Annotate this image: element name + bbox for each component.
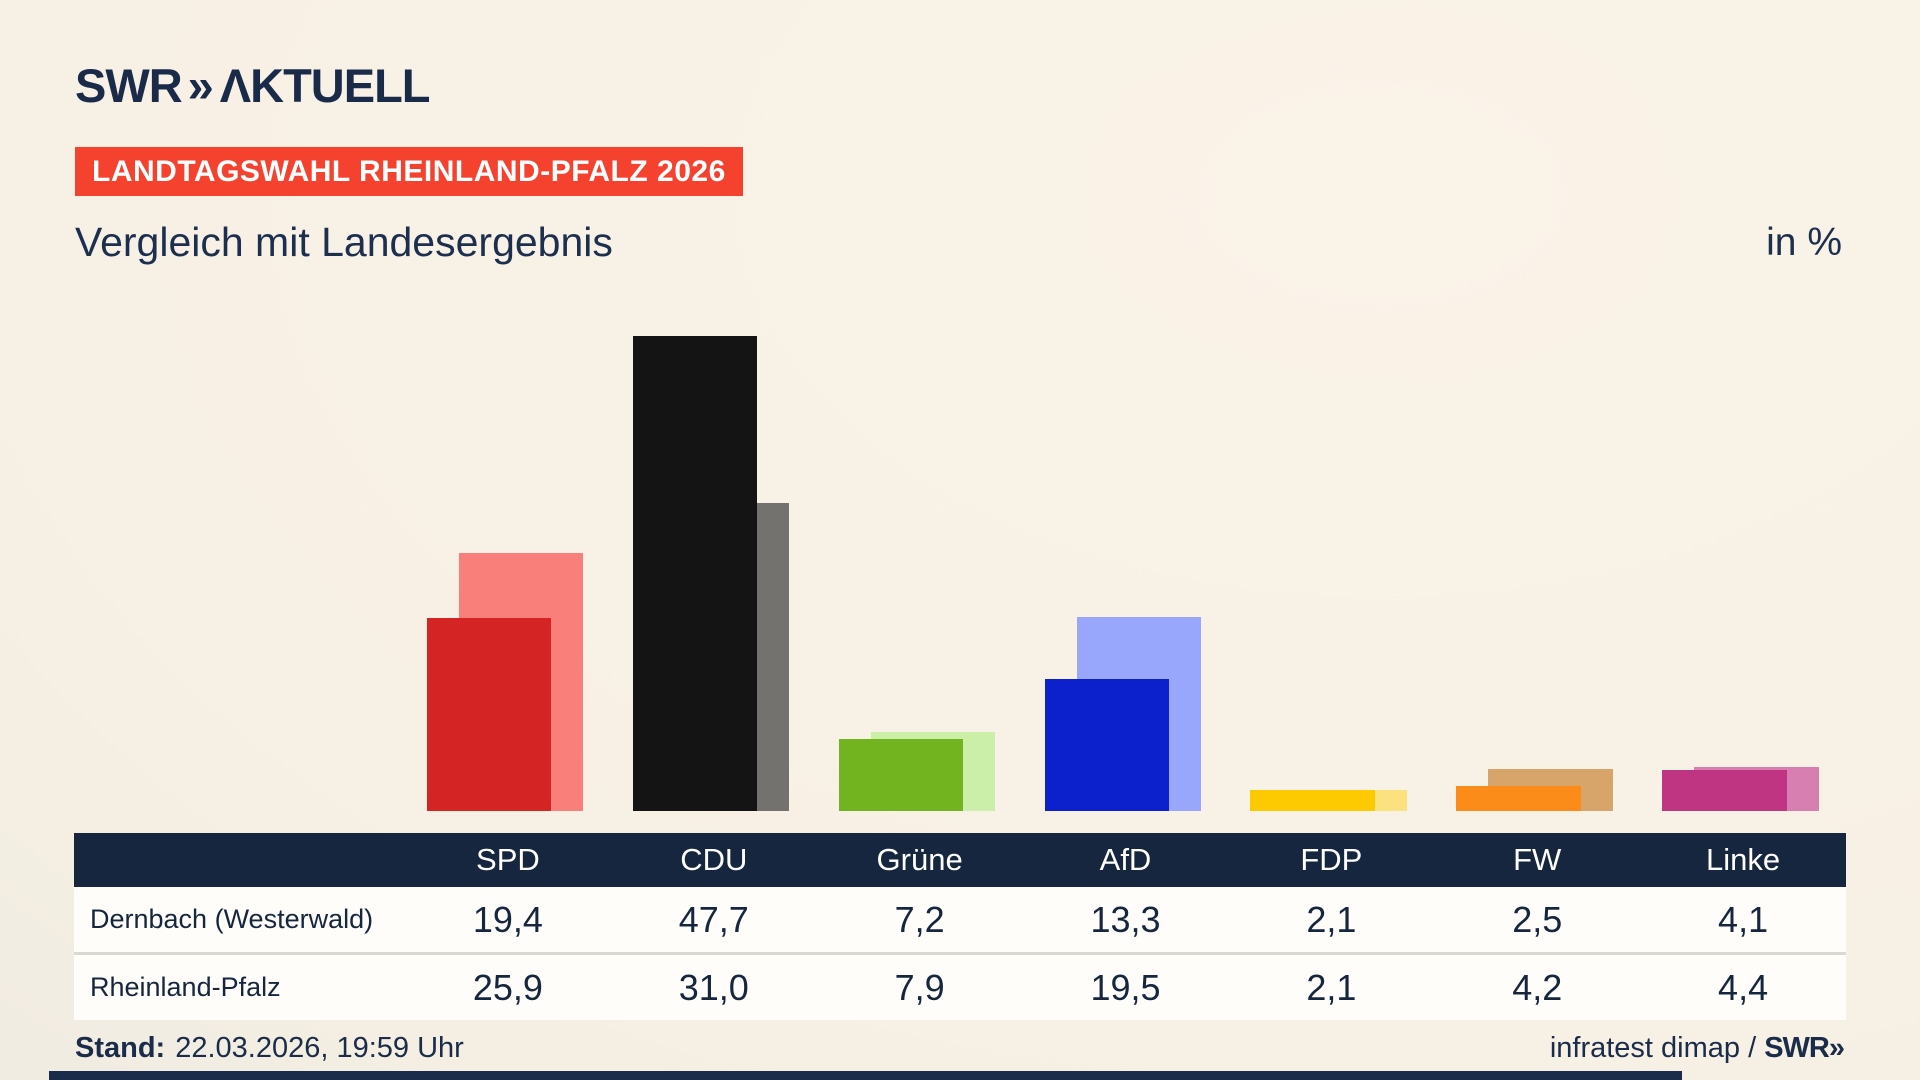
column-header-grüne: Grüne bbox=[876, 842, 963, 877]
bar-front-linke bbox=[1662, 770, 1787, 811]
value-afd: 13,3 bbox=[1090, 898, 1161, 940]
bar-front-cdu bbox=[632, 336, 758, 811]
table-header-row: SPD CDU Grüne AfD FDP FW Linke bbox=[74, 833, 1846, 887]
unit-label: in % bbox=[1766, 221, 1842, 264]
source-credit: infratest dimap / SWR» bbox=[1549, 1032, 1845, 1065]
table-corner-cell bbox=[74, 833, 405, 887]
table-row-rheinland-pfalz: Rheinland-Pfalz 25,9 31,0 7,9 19,5 2,1 4,2 4,4 bbox=[74, 955, 1846, 1020]
logo-swr-text: SWR bbox=[75, 59, 183, 112]
value-fdp: 2,1 bbox=[1306, 898, 1357, 940]
table-row-dernbach: Dernbach (Westerwald) 19,4 47,7 7,2 13,3 2,1 2… bbox=[74, 887, 1846, 955]
value-fw: 4,2 bbox=[1512, 966, 1563, 1008]
value-spd: 25,9 bbox=[472, 966, 543, 1008]
credit-text: infratest dimap / bbox=[1549, 1032, 1765, 1064]
results-table: SPD CDU Grüne AfD FDP FW Linke Dernbach (Weste… bbox=[74, 833, 1846, 1020]
stand-label: Stand: bbox=[75, 1032, 166, 1064]
bar-front-fdp bbox=[1250, 790, 1375, 811]
row-label: Rheinland-Pfalz bbox=[90, 972, 281, 1002]
column-header-spd: SPD bbox=[476, 842, 540, 877]
column-header-afd: AfD bbox=[1099, 842, 1152, 877]
row-label: Dernbach (Westerwald) bbox=[90, 904, 374, 934]
value-linke: 4,4 bbox=[1718, 966, 1769, 1008]
value-fdp: 2,1 bbox=[1306, 966, 1357, 1008]
stand-timestamp: Stand: 22.03.2026, 19:59 Uhr bbox=[75, 1032, 464, 1065]
value-afd: 19,5 bbox=[1090, 966, 1161, 1008]
bar-front-fw bbox=[1456, 786, 1581, 811]
bar-front-spd bbox=[426, 617, 552, 811]
column-header-fw: FW bbox=[1513, 842, 1562, 877]
credit-swr-logo: SWR» bbox=[1764, 1032, 1845, 1064]
value-linke: 4,1 bbox=[1718, 898, 1769, 940]
election-banner: LANDTAGSWAHL RHEINLAND-PFALZ 2026 bbox=[75, 147, 743, 196]
bar-front-grüne bbox=[838, 739, 964, 811]
value-cdu: 47,7 bbox=[678, 898, 749, 940]
column-header-linke: Linke bbox=[1706, 842, 1781, 877]
bottom-progress-bar bbox=[49, 1071, 1682, 1080]
value-grüne: 7,2 bbox=[894, 898, 945, 940]
value-fw: 2,5 bbox=[1512, 898, 1563, 940]
bar-front-afd bbox=[1044, 678, 1169, 811]
logo-aktuell-text: ΛKTUELL bbox=[219, 59, 431, 112]
chart-title: Vergleich mit Landesergebnis bbox=[75, 219, 613, 265]
value-cdu: 31,0 bbox=[678, 966, 749, 1008]
stand-value: 22.03.2026, 19:59 Uhr bbox=[175, 1032, 464, 1064]
column-header-fdp: FDP bbox=[1300, 842, 1363, 877]
swr-aktuell-logo: SWR» ΛKTUELL bbox=[75, 58, 431, 113]
value-spd: 19,4 bbox=[472, 898, 543, 940]
column-header-cdu: CDU bbox=[680, 842, 748, 877]
value-grüne: 7,9 bbox=[894, 966, 945, 1008]
